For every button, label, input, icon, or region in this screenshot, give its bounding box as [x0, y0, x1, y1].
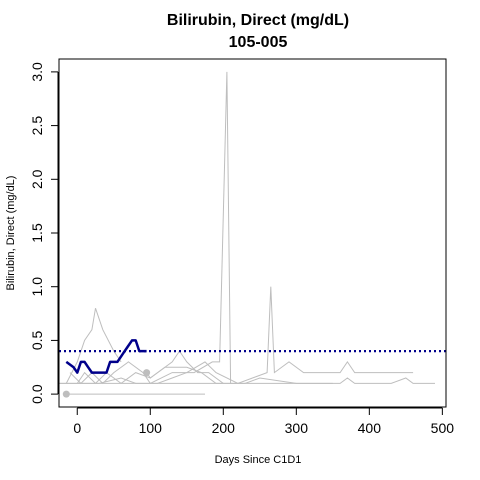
highlight-series-group — [65, 339, 147, 374]
y-axis-label: Bilirubin, Direct (mg/dL) — [5, 176, 17, 291]
y-tick-label: 1.0 — [29, 277, 45, 297]
background-series-group — [59, 71, 435, 398]
chart-title: Bilirubin, Direct (mg/dL) — [167, 12, 349, 29]
background-series-line-4 — [59, 286, 414, 384]
background-series-line-6 — [146, 366, 333, 384]
background-series-line-2 — [69, 71, 232, 385]
y-axis: 0.0 0.5 1.0 1.5 2.0 2.5 3.0 — [29, 62, 59, 404]
y-tick-label: 3.0 — [29, 62, 45, 82]
x-axis-label: Days Since C1D1 — [215, 454, 302, 466]
highlight-series-line — [65, 339, 147, 374]
y-tick-label: 2.0 — [29, 169, 45, 189]
background-series-line-1 — [65, 308, 122, 384]
x-tick-label: 100 — [139, 420, 163, 436]
y-tick-label: 0.0 — [29, 384, 45, 404]
background-series-point-1 — [62, 390, 70, 398]
x-tick-label: 0 — [73, 420, 81, 436]
x-tick-label: 300 — [285, 420, 309, 436]
x-tick-label: 200 — [212, 420, 236, 436]
background-series-point-2 — [143, 369, 151, 377]
x-axis: 0 100 200 300 400 500 — [73, 407, 455, 436]
chart-subtitle: 105-005 — [229, 34, 288, 51]
x-tick-label: 500 — [431, 420, 455, 436]
y-tick-label: 1.5 — [29, 223, 45, 243]
x-tick-label: 400 — [358, 420, 382, 436]
y-tick-label: 2.5 — [29, 116, 45, 136]
plot-frame — [58, 58, 447, 408]
y-tick-label: 0.5 — [29, 330, 45, 350]
